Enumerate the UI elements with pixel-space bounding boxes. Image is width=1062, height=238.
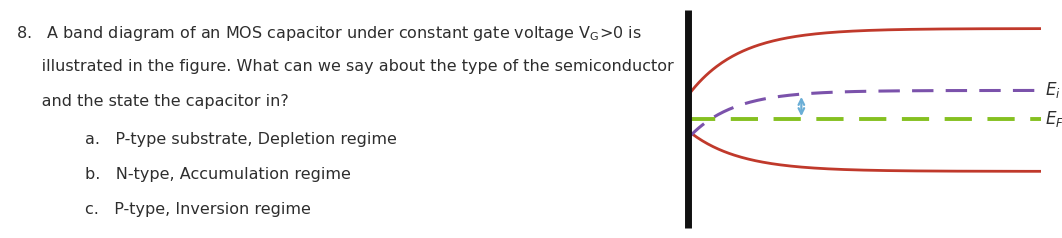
Text: illustrated in the figure. What can we say about the type of the semiconductor: illustrated in the figure. What can we s… <box>16 59 674 74</box>
Text: a.   P-type substrate, Depletion regime: a. P-type substrate, Depletion regime <box>85 132 397 147</box>
Text: $E_F$: $E_F$ <box>1045 109 1062 129</box>
Text: c.   P-type, Inversion regime: c. P-type, Inversion regime <box>85 202 311 217</box>
Text: $E_i$: $E_i$ <box>1045 80 1060 100</box>
Text: 8.   A band diagram of an MOS capacitor under constant gate voltage V$_\mathregu: 8. A band diagram of an MOS capacitor un… <box>16 24 643 43</box>
Text: and the state the capacitor in?: and the state the capacitor in? <box>16 94 289 109</box>
Text: b.   N-type, Accumulation regime: b. N-type, Accumulation regime <box>85 167 350 182</box>
